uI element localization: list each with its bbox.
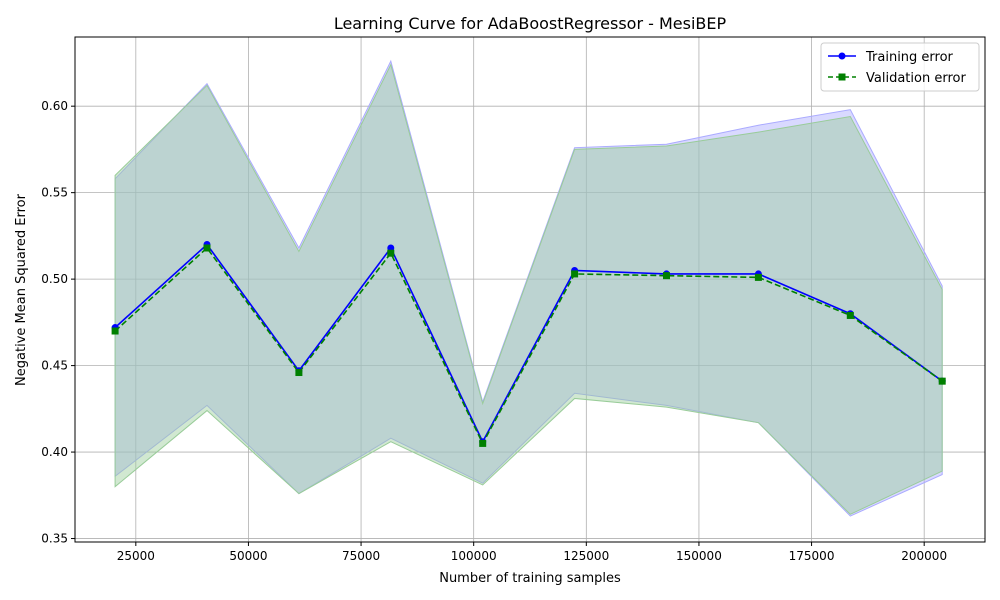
legend-training-marker (838, 52, 846, 60)
y-axis-ticks: 0.35 0.40 0.45 0.50 0.55 0.60 (41, 99, 75, 546)
x-tick-label: 175000 (789, 549, 835, 563)
y-axis-label: Negative Mean Squared Error (14, 193, 29, 386)
legend-box (820, 42, 980, 92)
x-tick-label: 125000 (563, 549, 609, 563)
validation-error-point (938, 377, 946, 385)
training-error-line (114, 243, 943, 444)
validation-error-point (203, 244, 211, 252)
x-tick-label: 75000 (342, 549, 380, 563)
plot-frame (74, 36, 986, 543)
validation-error-point (111, 327, 119, 335)
validation-error-point (387, 249, 395, 257)
x-axis-ticks: 25000 50000 75000 100000 125000 150000 175000 2… (117, 542, 947, 563)
legend-validation-marker (838, 73, 846, 81)
validation-error-point (663, 272, 670, 280)
validation-error-line (114, 246, 943, 446)
y-tick-label: 0.55 (41, 186, 68, 200)
y-tick-label: 0.50 (41, 272, 68, 286)
chart-title: Learning Curve for AdaBoostRegressor - M… (334, 14, 727, 33)
validation-error-point (571, 270, 579, 278)
y-tick-label: 0.40 (41, 445, 68, 459)
validation-error-point (479, 439, 487, 447)
x-tick-label: 200000 (901, 549, 947, 563)
x-tick-label: 25000 (117, 549, 155, 563)
confidence-bands (114, 59, 943, 517)
legend: Training error Validation error (820, 42, 980, 92)
series-lines (114, 243, 943, 446)
x-tick-label: 100000 (451, 549, 497, 563)
x-axis-label: Number of training samples (439, 571, 621, 586)
legend-validation-label: Validation error (866, 71, 966, 86)
y-tick-label: 0.60 (41, 99, 68, 113)
y-tick-label: 0.45 (41, 359, 68, 373)
x-tick-label: 50000 (229, 549, 267, 563)
x-tick-label: 150000 (676, 549, 722, 563)
legend-training-label: Training error (865, 50, 954, 65)
validation-error-point (295, 369, 303, 377)
series-markers (111, 241, 946, 447)
training-error-band (114, 59, 943, 517)
validation-error-point (846, 311, 854, 319)
validation-error-point (754, 273, 762, 281)
y-tick-label: 0.35 (41, 532, 68, 546)
validation-error-band (114, 63, 943, 515)
